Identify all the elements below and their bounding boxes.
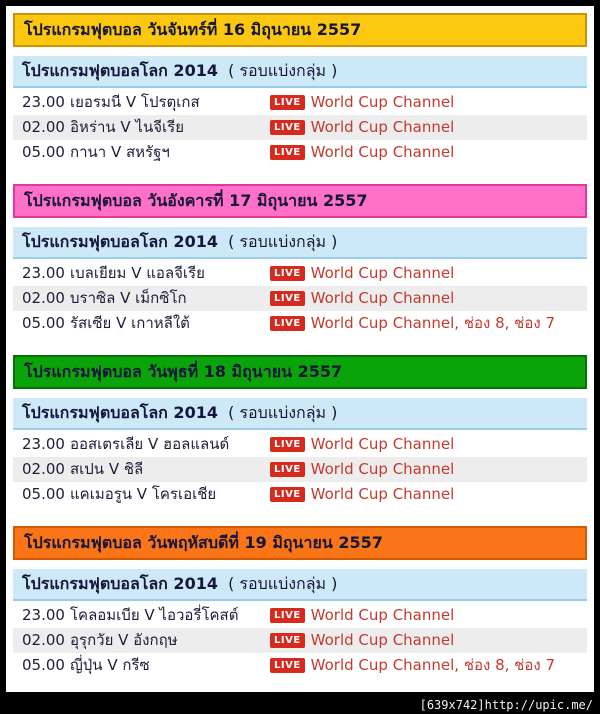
broadcast-info: LIVE World Cup Channel: [270, 264, 454, 283]
match-rows: 23.00 โคลอมเบีย V ไอวอรี่โคสต์ LIVE Worl…: [13, 603, 587, 678]
schedule-content: โปรแกรมฟุตบอล วันจันทร์ที่ 16 มิถุนายน 2…: [6, 6, 594, 692]
channel-name: World Cup Channel: [310, 264, 455, 282]
channel-name: World Cup Channel: [310, 93, 455, 111]
league-subheader: โปรแกรมฟุตบอลโลก 2014 ( รอบแบ่งกลุ่ม ): [13, 56, 587, 88]
league-title: โปรแกรมฟุตบอลโลก 2014: [22, 574, 218, 593]
league-title: โปรแกรมฟุตบอลโลก 2014: [22, 61, 218, 80]
match-rows: 23.00 ออสเตรเลีย V ฮอลแลนด์ LIVE World C…: [13, 432, 587, 507]
league-subheader: โปรแกรมฟุตบอลโลก 2014 ( รอบแบ่งกลุ่ม ): [13, 569, 587, 601]
match-time: 23.00: [22, 435, 65, 453]
live-badge-icon: LIVE: [270, 487, 305, 502]
image-host-watermark: [639x742]http://upic.me/: [419, 698, 593, 712]
broadcast-info: LIVE World Cup Channel: [270, 460, 454, 479]
broadcast-info: LIVE World Cup Channel: [270, 143, 454, 162]
league-round: ( รอบแบ่งกลุ่ม ): [228, 232, 338, 251]
channel-name: World Cup Channel: [310, 485, 455, 503]
league-round: ( รอบแบ่งกลุ่ม ): [228, 403, 338, 422]
live-badge-icon: LIVE: [270, 658, 305, 673]
live-badge-icon: LIVE: [270, 266, 305, 281]
channel-name: World Cup Channel: [310, 606, 455, 624]
live-badge-icon: LIVE: [270, 145, 305, 160]
match-time: 05.00: [22, 314, 65, 332]
broadcast-info: LIVE World Cup Channel, ช่อง 8, ช่อง 7: [270, 314, 555, 333]
schedule-image-frame: โปรแกรมฟุตบอล วันจันทร์ที่ 16 มิถุนายน 2…: [6, 6, 594, 692]
live-badge-icon: LIVE: [270, 120, 305, 135]
match-row: 23.00 โคลอมเบีย V ไอวอรี่โคสต์ LIVE Worl…: [13, 603, 587, 628]
match-teams: เบลเยียม V แอลจีเรีย: [70, 264, 205, 282]
channel-name: World Cup Channel, ช่อง 8, ช่อง 7: [310, 314, 556, 332]
channel-name: World Cup Channel: [310, 435, 455, 453]
match-time: 02.00: [22, 118, 65, 136]
match-teams: อิหร่าน V ไนจีเรีย: [70, 118, 184, 136]
live-badge-icon: LIVE: [270, 95, 305, 110]
match-teams: เยอรมนี V โปรตุเกส: [70, 93, 200, 111]
schedule-section-monday: โปรแกรมฟุตบอล วันจันทร์ที่ 16 มิถุนายน 2…: [13, 13, 587, 165]
match-time: 23.00: [22, 606, 65, 624]
league-subheader: โปรแกรมฟุตบอลโลก 2014 ( รอบแบ่งกลุ่ม ): [13, 398, 587, 430]
match-teams: แคเมอรูน V โครเอเชีย: [70, 485, 217, 503]
match-row: 02.00 สเปน V ชิลี LIVE World Cup Channel: [13, 457, 587, 482]
day-header-wednesday: โปรแกรมฟุตบอล วันพุธที่ 18 มิถุนายน 2557: [13, 355, 587, 389]
league-subheader: โปรแกรมฟุตบอลโลก 2014 ( รอบแบ่งกลุ่ม ): [13, 227, 587, 259]
match-row: 02.00 บราซิล V เม็กซิโก LIVE World Cup C…: [13, 286, 587, 311]
channel-name: World Cup Channel: [310, 118, 455, 136]
day-header-tuesday: โปรแกรมฟุตบอล วันอังคารที่ 17 มิถุนายน 2…: [13, 184, 587, 218]
live-badge-icon: LIVE: [270, 608, 305, 623]
broadcast-info: LIVE World Cup Channel, ช่อง 8, ช่อง 7: [270, 656, 555, 675]
live-badge-icon: LIVE: [270, 316, 305, 331]
broadcast-info: LIVE World Cup Channel: [270, 289, 454, 308]
match-row: 02.00 อิหร่าน V ไนจีเรีย LIVE World Cup …: [13, 115, 587, 140]
day-header-monday: โปรแกรมฟุตบอล วันจันทร์ที่ 16 มิถุนายน 2…: [13, 13, 587, 47]
match-time: 02.00: [22, 460, 65, 478]
match-row: 05.00 แคเมอรูน V โครเอเชีย LIVE World Cu…: [13, 482, 587, 507]
match-row: 02.00 อุรุกวัย V อังกฤษ LIVE World Cup C…: [13, 628, 587, 653]
broadcast-info: LIVE World Cup Channel: [270, 118, 454, 137]
channel-name: World Cup Channel: [310, 289, 455, 307]
match-row: 05.00 รัสเซีย V เกาหลีใต้ LIVE World Cup…: [13, 311, 587, 336]
match-row: 23.00 ออสเตรเลีย V ฮอลแลนด์ LIVE World C…: [13, 432, 587, 457]
broadcast-info: LIVE World Cup Channel: [270, 93, 454, 112]
match-teams: กานา V สหรัฐฯ: [70, 143, 170, 161]
broadcast-info: LIVE World Cup Channel: [270, 435, 454, 454]
channel-name: World Cup Channel: [310, 631, 455, 649]
channel-name: World Cup Channel, ช่อง 8, ช่อง 7: [310, 656, 556, 674]
schedule-section-wednesday: โปรแกรมฟุตบอล วันพุธที่ 18 มิถุนายน 2557…: [13, 355, 587, 507]
channel-name: World Cup Channel: [310, 460, 455, 478]
match-row: 05.00 ญี่ปุ่น V กรีซ LIVE World Cup Chan…: [13, 653, 587, 678]
match-time: 02.00: [22, 289, 65, 307]
match-teams: บราซิล V เม็กซิโก: [70, 289, 187, 307]
match-teams: อุรุกวัย V อังกฤษ: [70, 631, 178, 649]
league-round: ( รอบแบ่งกลุ่ม ): [228, 61, 338, 80]
match-teams: ออสเตรเลีย V ฮอลแลนด์: [70, 435, 230, 453]
schedule-section-thursday: โปรแกรมฟุตบอล วันพฤหัสบดีที่ 19 มิถุนายน…: [13, 526, 587, 678]
match-time: 05.00: [22, 485, 65, 503]
day-header-thursday: โปรแกรมฟุตบอล วันพฤหัสบดีที่ 19 มิถุนายน…: [13, 526, 587, 560]
match-teams: สเปน V ชิลี: [70, 460, 144, 478]
league-title: โปรแกรมฟุตบอลโลก 2014: [22, 403, 218, 422]
match-teams: โคลอมเบีย V ไอวอรี่โคสต์: [70, 606, 239, 624]
match-time: 23.00: [22, 264, 65, 282]
match-teams: รัสเซีย V เกาหลีใต้: [70, 314, 190, 332]
league-title: โปรแกรมฟุตบอลโลก 2014: [22, 232, 218, 251]
match-row: 05.00 กานา V สหรัฐฯ LIVE World Cup Chann…: [13, 140, 587, 165]
live-badge-icon: LIVE: [270, 462, 305, 477]
match-time: 02.00: [22, 631, 65, 649]
live-badge-icon: LIVE: [270, 437, 305, 452]
match-row: 23.00 เยอรมนี V โปรตุเกส LIVE World Cup …: [13, 90, 587, 115]
match-row: 23.00 เบลเยียม V แอลจีเรีย LIVE World Cu…: [13, 261, 587, 286]
match-time: 23.00: [22, 93, 65, 111]
match-time: 05.00: [22, 656, 65, 674]
schedule-section-tuesday: โปรแกรมฟุตบอล วันอังคารที่ 17 มิถุนายน 2…: [13, 184, 587, 336]
match-time: 05.00: [22, 143, 65, 161]
match-rows: 23.00 เยอรมนี V โปรตุเกส LIVE World Cup …: [13, 90, 587, 165]
live-badge-icon: LIVE: [270, 633, 305, 648]
match-teams: ญี่ปุ่น V กรีซ: [70, 656, 150, 674]
channel-name: World Cup Channel: [310, 143, 455, 161]
league-round: ( รอบแบ่งกลุ่ม ): [228, 574, 338, 593]
broadcast-info: LIVE World Cup Channel: [270, 606, 454, 625]
match-rows: 23.00 เบลเยียม V แอลจีเรีย LIVE World Cu…: [13, 261, 587, 336]
broadcast-info: LIVE World Cup Channel: [270, 485, 454, 504]
broadcast-info: LIVE World Cup Channel: [270, 631, 454, 650]
live-badge-icon: LIVE: [270, 291, 305, 306]
